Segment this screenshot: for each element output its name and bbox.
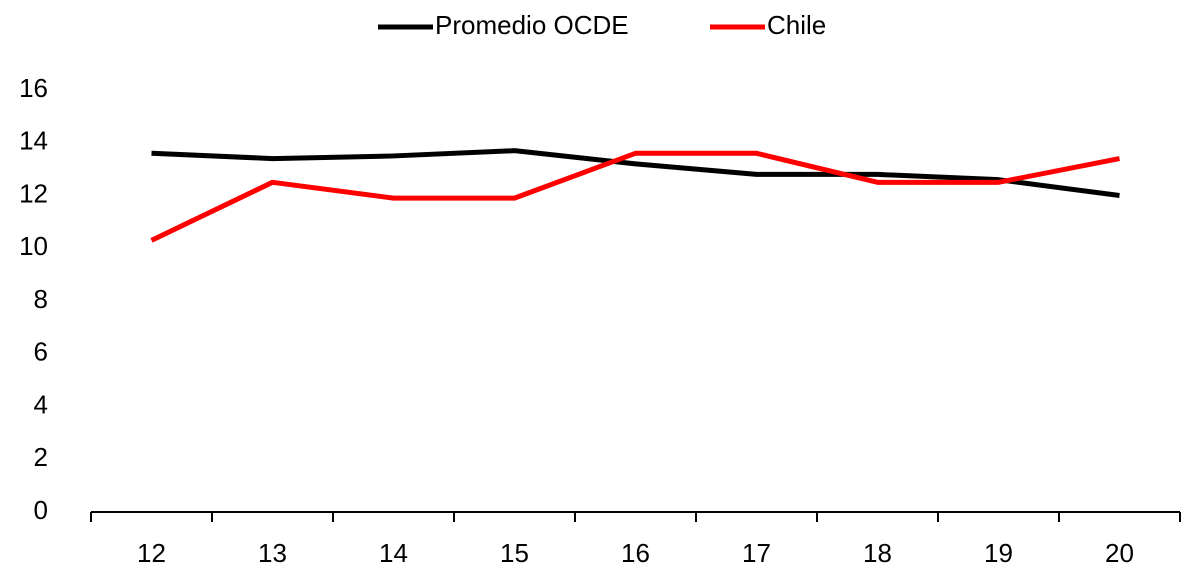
x-tick-label: 17 xyxy=(742,538,771,568)
x-tick-label: 12 xyxy=(137,538,166,568)
x-tick-label: 13 xyxy=(258,538,287,568)
y-tick-label: 10 xyxy=(19,231,48,261)
x-tick-label: 16 xyxy=(621,538,650,568)
x-tick-label: 19 xyxy=(984,538,1013,568)
y-tick-label: 12 xyxy=(19,178,48,208)
series-line xyxy=(150,150,1120,243)
y-tick-label: 4 xyxy=(34,389,48,419)
y-tick-label: 8 xyxy=(34,284,48,314)
legend-label: Promedio OCDE xyxy=(435,10,629,40)
y-tick-label: 14 xyxy=(19,126,48,156)
series-line xyxy=(151,148,1120,198)
x-tick-label: 18 xyxy=(863,538,892,568)
x-tick-label: 15 xyxy=(500,538,529,568)
x-tick-label: 20 xyxy=(1105,538,1134,568)
y-tick-label: 6 xyxy=(34,337,48,367)
y-tick-label: 16 xyxy=(19,73,48,103)
x-tick-label: 14 xyxy=(379,538,408,568)
y-tick-label: 0 xyxy=(34,495,48,525)
legend-label: Chile xyxy=(767,10,826,40)
y-tick-label: 2 xyxy=(34,442,48,472)
